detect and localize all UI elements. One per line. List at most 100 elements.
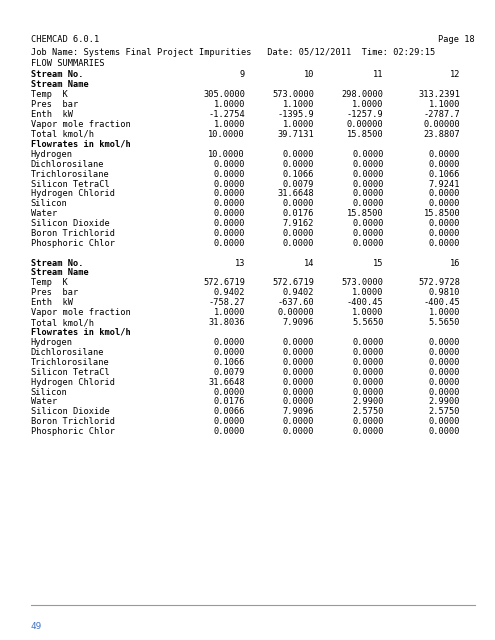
- Text: 0.0000: 0.0000: [352, 378, 384, 387]
- Text: 1.0000: 1.0000: [352, 100, 384, 109]
- Text: Hydrogen Chlorid: Hydrogen Chlorid: [31, 189, 115, 198]
- Text: 0.0000: 0.0000: [429, 150, 460, 159]
- Text: 0.0000: 0.0000: [283, 239, 314, 248]
- Text: 2.5750: 2.5750: [429, 407, 460, 417]
- Text: 5.5650: 5.5650: [429, 318, 460, 327]
- Text: 0.0079: 0.0079: [283, 179, 314, 189]
- Text: 572.9728: 572.9728: [418, 278, 460, 287]
- Text: 313.2391: 313.2391: [418, 90, 460, 99]
- Text: 0.0000: 0.0000: [429, 229, 460, 238]
- Text: 9: 9: [240, 70, 245, 79]
- Text: 0.0000: 0.0000: [283, 348, 314, 357]
- Text: Silicon: Silicon: [31, 199, 67, 209]
- Text: Job Name: Systems Final Project Impurities   Date: 05/12/2011  Time: 02:29:15: Job Name: Systems Final Project Impuriti…: [31, 48, 435, 57]
- Text: 1.0000: 1.0000: [283, 120, 314, 129]
- Text: 0.9402: 0.9402: [213, 288, 245, 298]
- Text: 0.0000: 0.0000: [283, 199, 314, 209]
- Text: 0.00000: 0.00000: [424, 120, 460, 129]
- Text: -400.45: -400.45: [424, 298, 460, 307]
- Text: 0.0000: 0.0000: [352, 338, 384, 347]
- Text: 0.0000: 0.0000: [352, 179, 384, 189]
- Text: 2.9900: 2.9900: [352, 397, 384, 406]
- Text: 10.0000: 10.0000: [208, 130, 245, 139]
- Text: 0.0000: 0.0000: [213, 348, 245, 357]
- Text: Vapor mole fraction: Vapor mole fraction: [31, 120, 131, 129]
- Text: Temp  K: Temp K: [31, 90, 67, 99]
- Text: Pres  bar: Pres bar: [31, 288, 78, 298]
- Text: 0.0000: 0.0000: [429, 417, 460, 426]
- Text: 0.0000: 0.0000: [213, 209, 245, 218]
- Text: Stream No.: Stream No.: [31, 259, 83, 268]
- Text: CHEMCAD 6.0.1: CHEMCAD 6.0.1: [31, 35, 99, 44]
- Text: 0.0000: 0.0000: [429, 367, 460, 377]
- Text: Trichlorosilane: Trichlorosilane: [31, 170, 109, 179]
- Text: Trichlorosilane: Trichlorosilane: [31, 358, 109, 367]
- Text: 0.00000: 0.00000: [347, 120, 384, 129]
- Text: 0.9810: 0.9810: [429, 288, 460, 298]
- Text: Silicon TetraCl: Silicon TetraCl: [31, 367, 109, 377]
- Text: 0.0000: 0.0000: [213, 179, 245, 189]
- Text: 0.0000: 0.0000: [429, 378, 460, 387]
- Text: 0.0000: 0.0000: [213, 159, 245, 169]
- Text: Enth  kW: Enth kW: [31, 298, 73, 307]
- Text: 0.1066: 0.1066: [213, 358, 245, 367]
- Text: 0.0000: 0.0000: [213, 239, 245, 248]
- Text: 13: 13: [235, 259, 245, 268]
- Text: 49: 49: [31, 622, 42, 631]
- Text: 0.0000: 0.0000: [429, 199, 460, 209]
- Text: Phosphoric Chlor: Phosphoric Chlor: [31, 239, 115, 248]
- Text: 0.0000: 0.0000: [213, 219, 245, 228]
- Text: 0.0000: 0.0000: [213, 229, 245, 238]
- Text: 0.0000: 0.0000: [352, 199, 384, 209]
- Text: Silicon Dioxide: Silicon Dioxide: [31, 219, 109, 228]
- Text: 7.9162: 7.9162: [283, 219, 314, 228]
- Text: 0.0000: 0.0000: [429, 387, 460, 397]
- Text: 0.0000: 0.0000: [283, 397, 314, 406]
- Text: Hydrogen Chlorid: Hydrogen Chlorid: [31, 378, 115, 387]
- Text: 305.0000: 305.0000: [203, 90, 245, 99]
- Text: Flowrates in kmol/h: Flowrates in kmol/h: [31, 328, 131, 337]
- Text: 11: 11: [373, 70, 384, 79]
- Text: 1.0000: 1.0000: [429, 308, 460, 317]
- Text: 572.6719: 572.6719: [272, 278, 314, 287]
- Text: 12: 12: [450, 70, 460, 79]
- Text: 0.0000: 0.0000: [283, 358, 314, 367]
- Text: 0.0000: 0.0000: [213, 338, 245, 347]
- Text: 1.0000: 1.0000: [213, 120, 245, 129]
- Text: 0.0000: 0.0000: [352, 150, 384, 159]
- Text: 0.0000: 0.0000: [283, 338, 314, 347]
- Text: Flowrates in kmol/h: Flowrates in kmol/h: [31, 140, 131, 149]
- Text: Hydrogen: Hydrogen: [31, 150, 73, 159]
- Text: 0.0066: 0.0066: [213, 407, 245, 417]
- Text: Total kmol/h: Total kmol/h: [31, 318, 94, 327]
- Text: 1.0000: 1.0000: [213, 100, 245, 109]
- Text: 5.5650: 5.5650: [352, 318, 384, 327]
- Text: 7.9096: 7.9096: [283, 318, 314, 327]
- Text: 0.0000: 0.0000: [352, 358, 384, 367]
- Text: 0.0000: 0.0000: [352, 159, 384, 169]
- Text: Silicon: Silicon: [31, 387, 67, 397]
- Text: Stream Name: Stream Name: [31, 268, 89, 278]
- Text: Silicon Dioxide: Silicon Dioxide: [31, 407, 109, 417]
- Text: 0.0000: 0.0000: [352, 239, 384, 248]
- Text: 0.0000: 0.0000: [429, 159, 460, 169]
- Text: 0.0000: 0.0000: [213, 417, 245, 426]
- Text: Boron Trichlorid: Boron Trichlorid: [31, 229, 115, 238]
- Text: 31.8036: 31.8036: [208, 318, 245, 327]
- Text: 573.0000: 573.0000: [272, 90, 314, 99]
- Text: 0.0000: 0.0000: [429, 189, 460, 198]
- Text: Water: Water: [31, 397, 57, 406]
- Text: 0.0000: 0.0000: [283, 417, 314, 426]
- Text: 0.9402: 0.9402: [283, 288, 314, 298]
- Text: 0.0000: 0.0000: [213, 199, 245, 209]
- Text: 0.1066: 0.1066: [429, 170, 460, 179]
- Text: 14: 14: [304, 259, 314, 268]
- Text: 0.0000: 0.0000: [352, 189, 384, 198]
- Text: 0.0000: 0.0000: [352, 229, 384, 238]
- Text: 0.0000: 0.0000: [429, 219, 460, 228]
- Text: 0.1066: 0.1066: [283, 170, 314, 179]
- Text: 0.00000: 0.00000: [278, 308, 314, 317]
- Text: Page 18: Page 18: [439, 35, 475, 44]
- Text: 16: 16: [450, 259, 460, 268]
- Text: -400.45: -400.45: [347, 298, 384, 307]
